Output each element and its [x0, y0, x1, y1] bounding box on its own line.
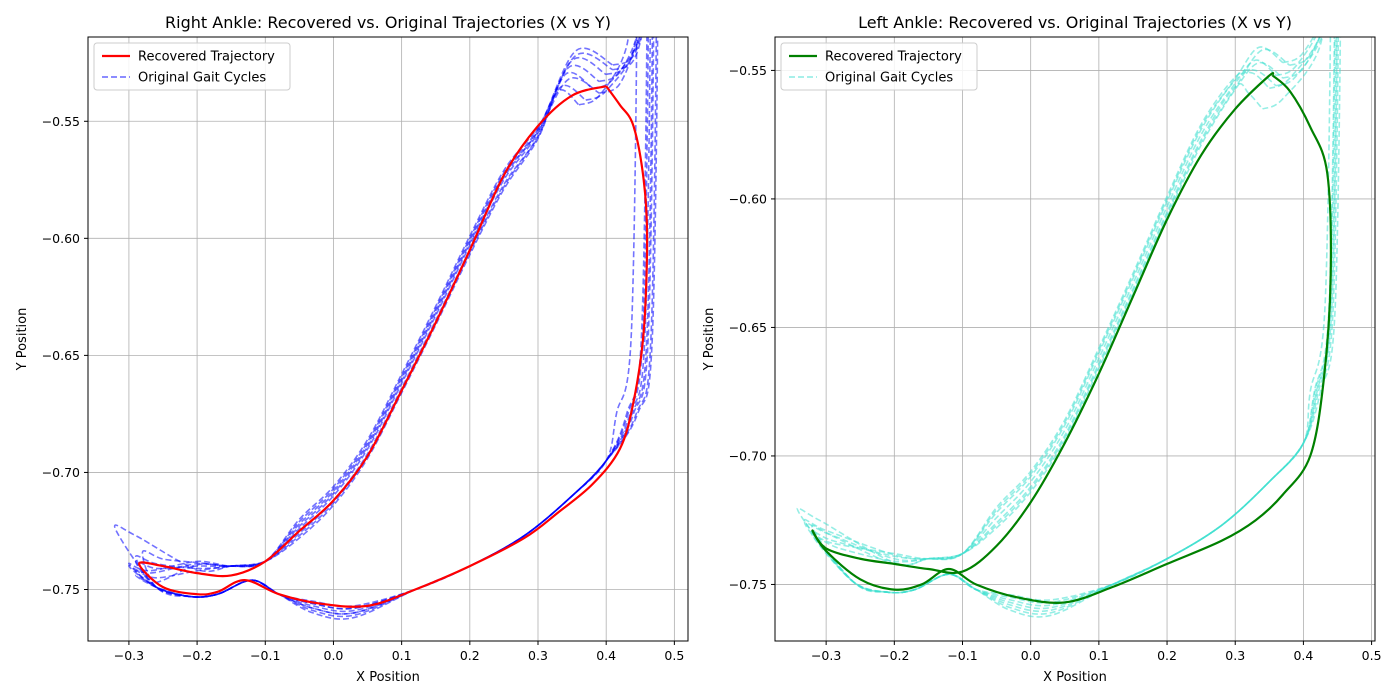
x-tick-label: 0.2 [460, 648, 480, 663]
original-gait-cycle-line [113, 37, 638, 610]
y-tick-label: −0.60 [42, 231, 80, 246]
plot-frame [87, 36, 689, 642]
y-tick-label: −0.70 [729, 448, 767, 463]
y-tick-label: −0.55 [729, 63, 767, 78]
original-gait-cycle-line [128, 37, 659, 615]
y-tick-label: −0.70 [42, 465, 80, 480]
y-tick-label: −0.75 [42, 582, 80, 597]
x-tick-label: −0.3 [811, 648, 841, 663]
x-tick-label: 0.3 [528, 648, 548, 663]
original-gait-cycle-line [818, 37, 1332, 613]
original-gait-cycle-line [796, 37, 1342, 615]
y-axis-label: Y Position [702, 308, 717, 372]
y-tick-label: −0.55 [42, 114, 80, 129]
x-axis-label: X Position [356, 670, 420, 685]
chart-title: Right Ankle: Recovered vs. Original Traj… [165, 13, 611, 32]
plot-frame [774, 36, 1376, 642]
original-gait-cycle-line [803, 37, 1338, 618]
x-tick-label: −0.1 [250, 648, 280, 663]
x-tick-label: 0.5 [1362, 648, 1382, 663]
x-tick-label: 0.4 [596, 648, 616, 663]
y-tick-label: −0.60 [729, 191, 767, 206]
recovered-trajectory-line [811, 72, 1332, 604]
x-tick-label: 0.4 [1293, 648, 1313, 663]
x-tick-label: −0.3 [114, 648, 144, 663]
recovered-trajectory-line [138, 85, 649, 608]
x-tick-label: 0.0 [1021, 648, 1041, 663]
legend-box [93, 42, 291, 91]
original-gait-cycle-line [141, 37, 658, 615]
original-gait-cycle-line [134, 37, 652, 608]
original-gait-cycle-line [811, 37, 1336, 607]
x-axis-label: X Position [1043, 670, 1107, 685]
x-tick-label: 0.5 [664, 648, 684, 663]
original-gait-cycle-line [811, 37, 1338, 602]
legend: Recovered Trajectory Original Gait Cycles [780, 42, 978, 91]
y-tick-label: −0.65 [729, 320, 767, 335]
x-tick-label: 0.0 [324, 648, 344, 663]
legend-box [780, 42, 978, 91]
legend-label-recovered: Recovered Trajectory [825, 50, 962, 65]
chart-title: Left Ankle: Recovered vs. Original Traje… [858, 13, 1292, 32]
y-axis-label: Y Position [15, 308, 30, 372]
legend-label-recovered: Recovered Trajectory [138, 50, 275, 65]
original-gait-cycles [796, 37, 1342, 618]
x-tick-label: −0.2 [879, 648, 909, 663]
left-ankle-chart: −0.3 −0.2 −0.1 0.0 0.1 0.2 0.3 0.4 0.5 −0.75 −0.70… [702, 13, 1382, 685]
x-tick-label: 0.2 [1157, 648, 1177, 663]
x-tick-label: 0.3 [1225, 648, 1245, 663]
original-gait-cycle-line [134, 37, 654, 618]
x-tick-label: 0.1 [392, 648, 412, 663]
x-tick-label: −0.1 [947, 648, 977, 663]
x-tick-label: −0.2 [182, 648, 212, 663]
right-ankle-chart: −0.3 −0.2 −0.1 0.0 0.1 0.2 0.3 0.4 0.5 −0.75 −0.70… [15, 13, 689, 685]
legend-label-original: Original Gait Cycles [138, 71, 266, 86]
y-tick-label: −0.75 [729, 577, 767, 592]
original-gait-cycle-line [128, 37, 650, 613]
legend-label-original: Original Gait Cycles [825, 71, 953, 86]
original-gait-cycle-line [134, 37, 655, 610]
y-tick-label: −0.65 [42, 348, 80, 363]
x-tick-label: 0.1 [1089, 648, 1109, 663]
legend: Recovered Trajectory Original Gait Cycles [93, 42, 291, 91]
original-gait-cycle-line [134, 37, 648, 620]
